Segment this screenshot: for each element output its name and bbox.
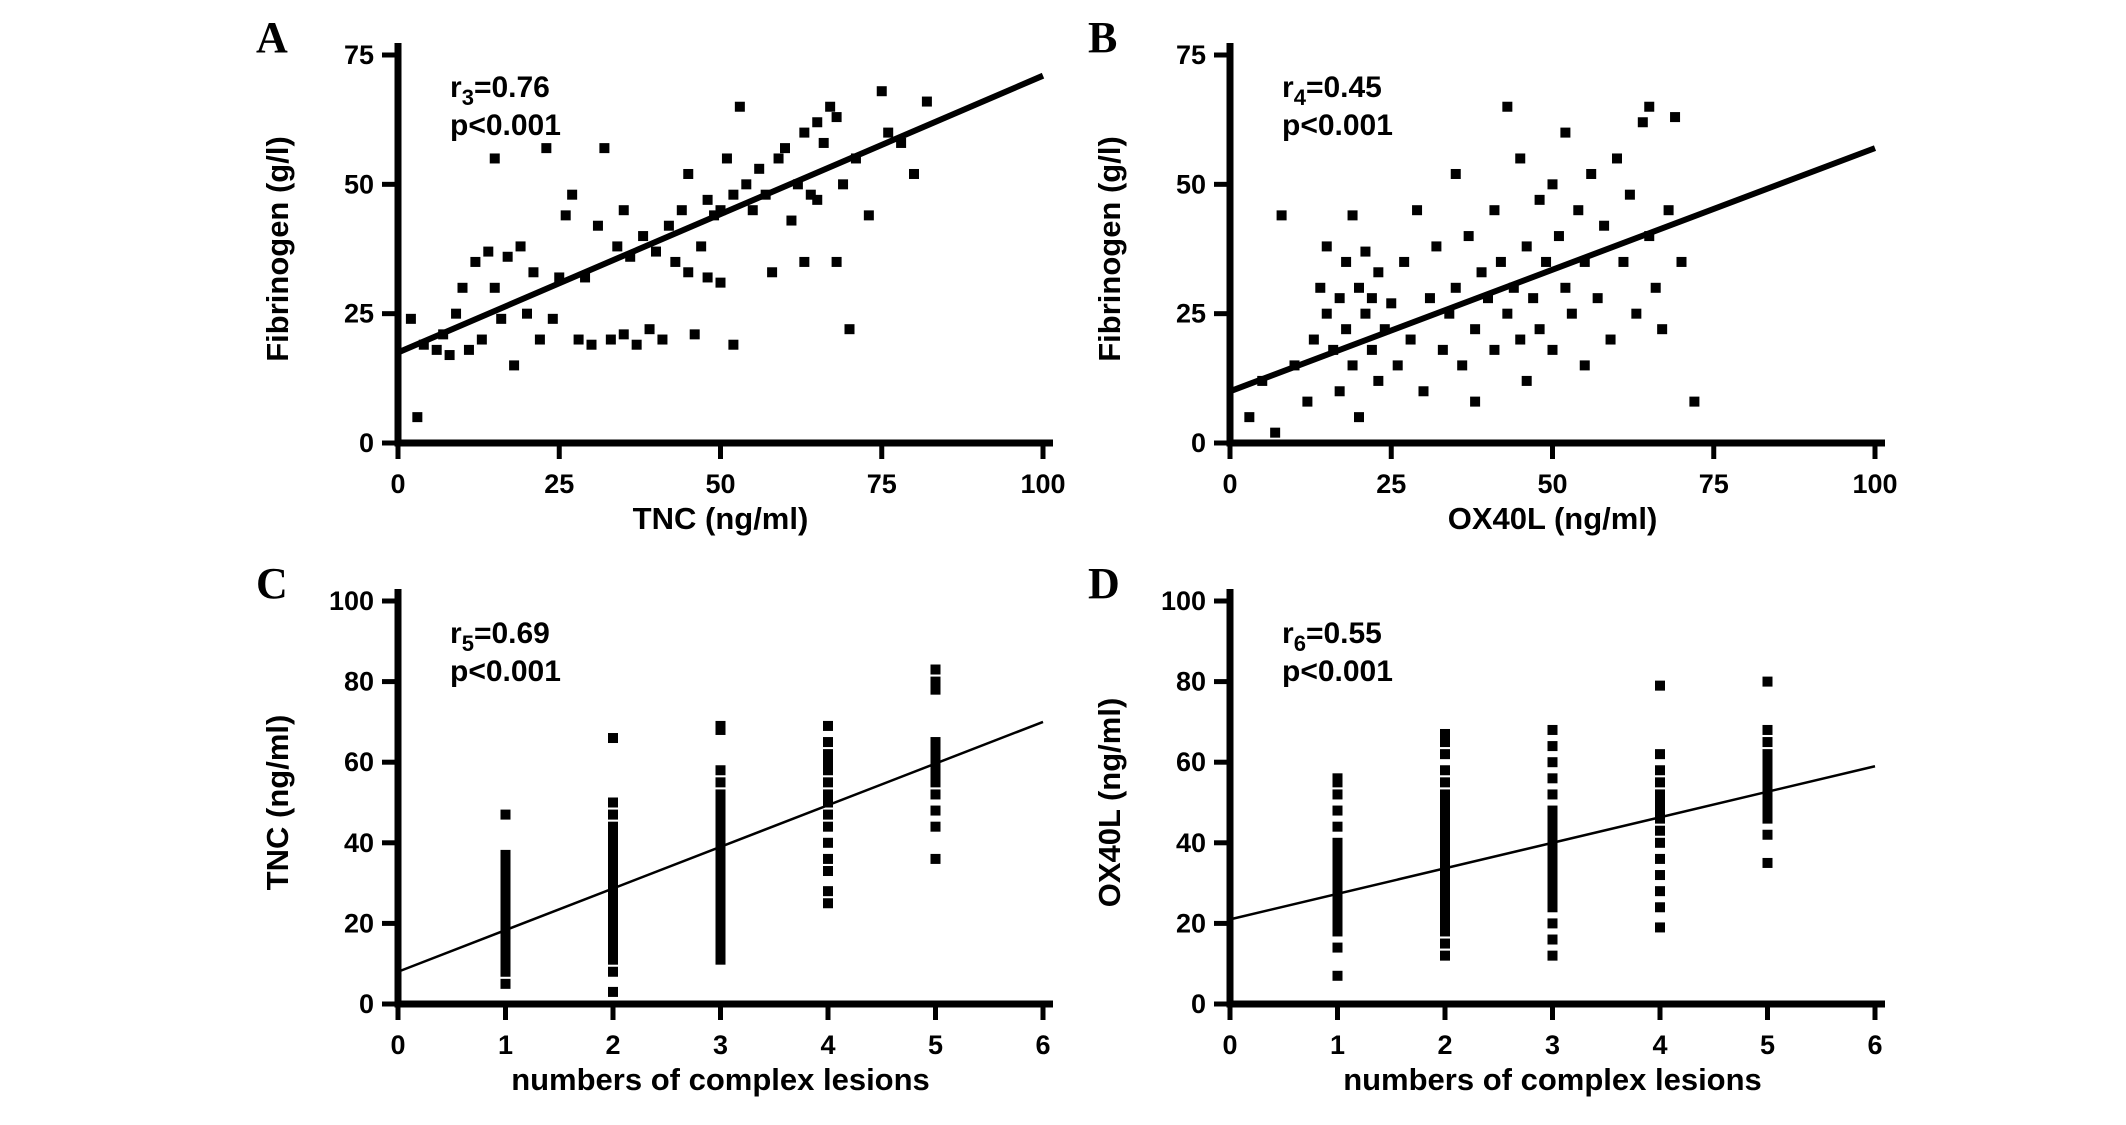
svg-text:3: 3	[713, 1030, 728, 1060]
data-points	[500, 664, 941, 997]
x-axis-title: OX40L (ng/ml)	[1448, 501, 1658, 536]
svg-text:50: 50	[344, 169, 374, 199]
svg-text:40: 40	[344, 828, 374, 858]
correlation-coefficient-annotation: r5=0.69	[450, 617, 550, 656]
svg-text:100: 100	[1852, 469, 1897, 499]
scatter-chart-tnc-vs-fibrinogen: 0 25 50 75 100 0 25 50 75 TNC (ng/ml) Fibrinogen (…	[260, 40, 1066, 536]
panel-A: A 0 25 50 75 100 0 25 50 75 TNC (ng/ml) Fibrinogen…	[248, 10, 1093, 555]
correlation-coefficient-annotation: r6=0.55	[1282, 617, 1382, 656]
y-axis-title: TNC (ng/ml)	[260, 715, 295, 891]
panel-label-D: D	[1088, 559, 1120, 608]
correlation-coefficient-annotation: r3=0.76	[450, 71, 550, 110]
tick-marks	[382, 598, 1046, 1020]
svg-text:60: 60	[1176, 747, 1206, 777]
svg-text:75: 75	[344, 40, 374, 70]
svg-text:100: 100	[329, 586, 374, 616]
tick-marks	[1214, 52, 1878, 459]
y-axis-title: OX40L (ng/ml)	[1092, 698, 1127, 908]
panel-C: C 0 1 2 3 4 5 6 0 20 40 60 80 100 numbers of complex …	[248, 556, 1093, 1116]
p-value-annotation: p<0.001	[450, 109, 561, 142]
panel-label-A: A	[256, 13, 288, 62]
tick-marks	[1214, 598, 1878, 1020]
svg-text:75: 75	[867, 469, 897, 499]
svg-text:20: 20	[344, 908, 374, 938]
svg-text:5: 5	[1760, 1030, 1775, 1060]
svg-text:0: 0	[390, 1030, 405, 1060]
tick-labels: 0 25 50 75 100 0 25 50 75	[1176, 40, 1898, 499]
svg-text:1: 1	[498, 1030, 513, 1060]
svg-text:100: 100	[1020, 469, 1065, 499]
svg-text:0: 0	[1222, 1030, 1237, 1060]
tick-labels: 0 25 50 75 100 0 25 50 75	[344, 40, 1066, 499]
x-axis-title: numbers of complex lesions	[511, 1062, 930, 1097]
svg-text:25: 25	[544, 469, 574, 499]
svg-text:0: 0	[1222, 469, 1237, 499]
panel-label-C: C	[256, 559, 288, 608]
svg-text:2: 2	[605, 1030, 620, 1060]
scatter-chart-ox40l-vs-fibrinogen: 0 25 50 75 100 0 25 50 75 OX40L (ng/ml) Fibrinogen…	[1092, 40, 1898, 536]
svg-text:4: 4	[820, 1030, 835, 1060]
svg-text:0: 0	[359, 428, 374, 458]
svg-text:80: 80	[344, 667, 374, 697]
svg-text:0: 0	[359, 989, 374, 1019]
svg-text:2: 2	[1437, 1030, 1452, 1060]
y-axis-title: Fibrinogen (g/l)	[1092, 136, 1127, 362]
x-axis-title: TNC (ng/ml)	[633, 501, 809, 536]
regression-line	[1228, 145, 1877, 395]
svg-text:5: 5	[928, 1030, 943, 1060]
svg-text:50: 50	[1537, 469, 1567, 499]
svg-text:40: 40	[1176, 828, 1206, 858]
p-value-annotation: p<0.001	[450, 655, 561, 688]
svg-text:4: 4	[1652, 1030, 1667, 1060]
panel-D: D 0 1 2 3 4 5 6 0 20 40 60 80 100 numbers of complex …	[1080, 556, 1925, 1116]
svg-text:0: 0	[390, 469, 405, 499]
svg-text:1: 1	[1330, 1030, 1345, 1060]
panel-label-B: B	[1088, 13, 1118, 62]
svg-text:75: 75	[1699, 469, 1729, 499]
svg-text:6: 6	[1035, 1030, 1050, 1060]
svg-text:80: 80	[1176, 667, 1206, 697]
y-axis-title: Fibrinogen (g/l)	[260, 136, 295, 362]
svg-text:60: 60	[344, 747, 374, 777]
data-points	[1332, 676, 1773, 981]
x-axis-title: numbers of complex lesions	[1343, 1062, 1762, 1097]
svg-text:3: 3	[1545, 1030, 1560, 1060]
regression-line	[396, 72, 1045, 356]
svg-text:50: 50	[1176, 169, 1206, 199]
svg-text:50: 50	[705, 469, 735, 499]
regression-line	[397, 720, 1044, 973]
panel-B: B 0 25 50 75 100 0 25 50 75 OX40L (ng/ml) Fibrinog…	[1080, 10, 1925, 555]
svg-text:25: 25	[344, 299, 374, 329]
p-value-annotation: p<0.001	[1282, 109, 1393, 142]
correlation-coefficient-annotation: r4=0.45	[1282, 71, 1382, 110]
data-points	[1244, 101, 1700, 438]
svg-text:100: 100	[1161, 586, 1206, 616]
svg-text:25: 25	[1176, 299, 1206, 329]
p-value-annotation: p<0.001	[1282, 655, 1393, 688]
svg-text:20: 20	[1176, 908, 1206, 938]
svg-text:0: 0	[1191, 428, 1206, 458]
svg-text:0: 0	[1191, 989, 1206, 1019]
svg-text:75: 75	[1176, 40, 1206, 70]
regression-line	[1229, 765, 1876, 921]
tick-marks	[382, 52, 1046, 459]
svg-text:6: 6	[1867, 1030, 1882, 1060]
svg-text:25: 25	[1376, 469, 1406, 499]
